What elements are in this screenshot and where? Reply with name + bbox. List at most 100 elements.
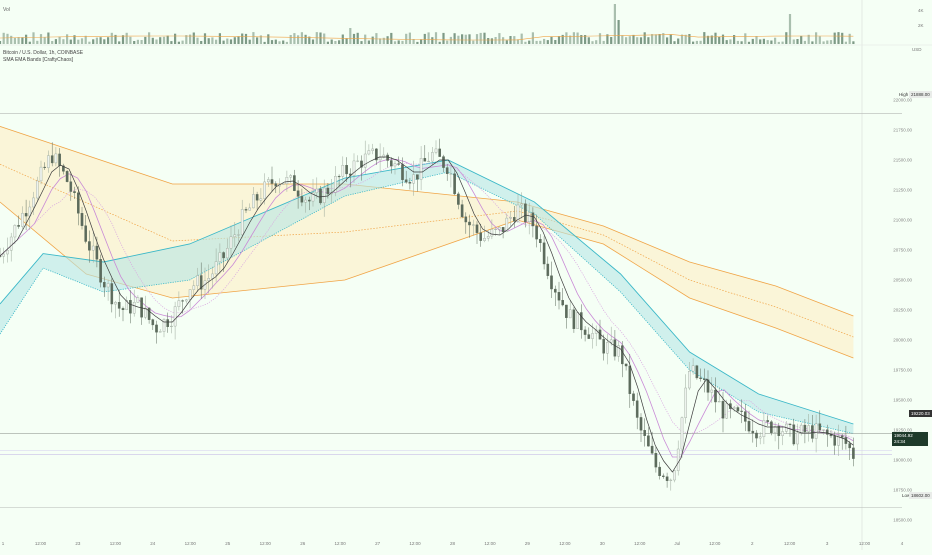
- candle-body: [509, 217, 512, 219]
- volume-bar: [84, 35, 87, 44]
- candle-body: [557, 292, 561, 301]
- candle-body: [367, 150, 371, 155]
- volume-bar: [613, 4, 616, 44]
- volume-bar: [684, 34, 687, 44]
- candle-body: [740, 410, 743, 412]
- candle-body: [665, 476, 669, 481]
- candle-body: [255, 194, 259, 201]
- volume-bar: [569, 35, 572, 44]
- candle-body: [572, 309, 576, 329]
- volume-bar: [628, 36, 631, 44]
- candle-body: [550, 275, 553, 290]
- high-tag-label: High: [897, 91, 911, 98]
- volume-bar: [200, 41, 203, 44]
- time-tick-label: 30: [600, 541, 606, 546]
- candle-body: [244, 209, 248, 211]
- candle-body: [397, 163, 401, 165]
- volume-bar: [666, 37, 669, 44]
- volume-bar: [211, 37, 214, 44]
- candle-body: [274, 183, 278, 187]
- volume-bar: [278, 41, 281, 44]
- volume-bar: [162, 36, 166, 44]
- candle-body: [695, 365, 699, 379]
- volume-bar: [412, 39, 415, 44]
- candle-body: [393, 163, 397, 167]
- level-tag: 19220.03: [909, 410, 932, 417]
- time-tick-label: 27: [375, 541, 381, 546]
- candle-body: [580, 312, 583, 331]
- candle-body: [535, 225, 538, 240]
- volume-bar: [159, 37, 162, 44]
- candle-body: [494, 228, 497, 230]
- volume-bar: [699, 40, 702, 44]
- candle-body: [375, 148, 378, 161]
- candle-body: [54, 153, 58, 164]
- candle-body: [792, 424, 796, 445]
- candle-body: [207, 278, 211, 281]
- volume-bar: [464, 34, 467, 44]
- volume-bar: [785, 32, 788, 44]
- volume-bar: [401, 40, 404, 44]
- candle-body: [58, 153, 61, 166]
- volume-bar: [92, 39, 95, 44]
- volume-bar: [777, 41, 780, 44]
- volume-bar: [561, 34, 564, 44]
- volume-bar: [222, 40, 225, 44]
- candle-body: [43, 166, 46, 168]
- candle-body: [382, 154, 386, 158]
- candle-body: [706, 379, 710, 393]
- time-tick-label: 12:00: [709, 541, 721, 546]
- candle-body: [102, 282, 106, 288]
- countdown-value: 24:34: [894, 439, 906, 444]
- candle-body: [99, 259, 102, 283]
- candle-body: [155, 324, 158, 333]
- volume-bar: [259, 35, 262, 44]
- volume-bar: [323, 33, 326, 44]
- price-tick-label: 19500.00: [893, 398, 912, 403]
- volume-bar: [505, 40, 508, 44]
- time-tick-label: 12:00: [859, 541, 871, 546]
- volume-bar: [54, 39, 57, 44]
- volume-bar: [390, 32, 393, 44]
- candle-body: [121, 308, 125, 310]
- candle-body: [73, 191, 76, 193]
- volume-bar: [248, 39, 251, 44]
- candle-body: [714, 389, 717, 403]
- time-tick-label: 12:00: [634, 541, 646, 546]
- volume-bar: [554, 40, 557, 44]
- candle-body: [758, 436, 762, 439]
- candle-body: [643, 430, 646, 436]
- volume-bar: [539, 40, 542, 44]
- candle-body: [162, 319, 166, 332]
- price-tick-label: 21750.00: [893, 128, 912, 133]
- candle-body: [520, 203, 523, 206]
- candle-body: [360, 160, 363, 168]
- candle-body: [639, 417, 643, 431]
- price-tick-label: 21250.00: [893, 188, 912, 193]
- volume-bar: [479, 32, 482, 44]
- candle-body: [755, 432, 758, 439]
- current-price-tag: 19044.92 24:34: [892, 432, 928, 446]
- volume-bar: [543, 38, 546, 44]
- volume-bar: [39, 34, 43, 44]
- time-tick-label: 23: [75, 541, 81, 546]
- volume-bar: [189, 34, 192, 44]
- candle-body: [214, 261, 218, 275]
- time-tick-label: 12:00: [559, 541, 571, 546]
- candle-body: [796, 432, 799, 445]
- volume-bar: [140, 40, 143, 44]
- volume-bar: [114, 34, 117, 44]
- candle-body: [475, 224, 479, 233]
- candle-body: [617, 345, 620, 357]
- candle-body: [837, 435, 840, 446]
- candle-body: [751, 430, 755, 434]
- candle-body: [472, 224, 475, 226]
- candle-body: [132, 302, 136, 314]
- candle-body: [788, 423, 792, 426]
- candle-body: [684, 387, 687, 418]
- candle-body: [431, 152, 434, 162]
- candle-body: [445, 167, 449, 175]
- candle-body: [69, 181, 73, 192]
